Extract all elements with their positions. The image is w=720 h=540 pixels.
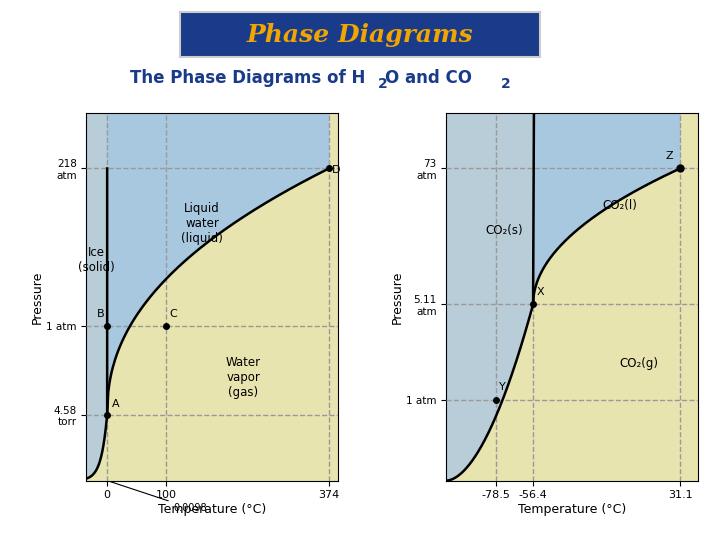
- Text: D: D: [332, 165, 341, 175]
- Text: C: C: [169, 309, 177, 319]
- Text: Z: Z: [666, 151, 673, 161]
- Polygon shape: [533, 113, 680, 305]
- Polygon shape: [86, 113, 107, 478]
- Text: O and CO: O and CO: [385, 69, 472, 87]
- Text: Liquid
water
(liquid): Liquid water (liquid): [181, 202, 223, 245]
- Text: CO₂(s): CO₂(s): [485, 225, 523, 238]
- Text: A: A: [112, 399, 120, 409]
- Text: 2: 2: [500, 77, 510, 91]
- Text: The Phase Diagrams of H: The Phase Diagrams of H: [130, 69, 365, 87]
- Text: CO₂(g): CO₂(g): [619, 356, 659, 369]
- X-axis label: Temperature (°C): Temperature (°C): [518, 503, 626, 516]
- Text: 0.0098: 0.0098: [109, 482, 207, 513]
- Text: CO₂(l): CO₂(l): [603, 199, 637, 212]
- X-axis label: Temperature (°C): Temperature (°C): [158, 503, 266, 516]
- Text: 2: 2: [378, 77, 388, 91]
- Y-axis label: Pressure: Pressure: [30, 271, 43, 323]
- Polygon shape: [107, 113, 329, 415]
- Text: B: B: [96, 309, 104, 319]
- Y-axis label: Pressure: Pressure: [390, 271, 403, 323]
- Text: Phase Diagrams: Phase Diagrams: [247, 23, 473, 46]
- Polygon shape: [446, 113, 534, 481]
- Text: Ice
(solid): Ice (solid): [78, 246, 115, 274]
- Text: Y: Y: [500, 382, 506, 393]
- Text: Water
vapor
(gas): Water vapor (gas): [226, 356, 261, 399]
- Text: X: X: [536, 287, 544, 297]
